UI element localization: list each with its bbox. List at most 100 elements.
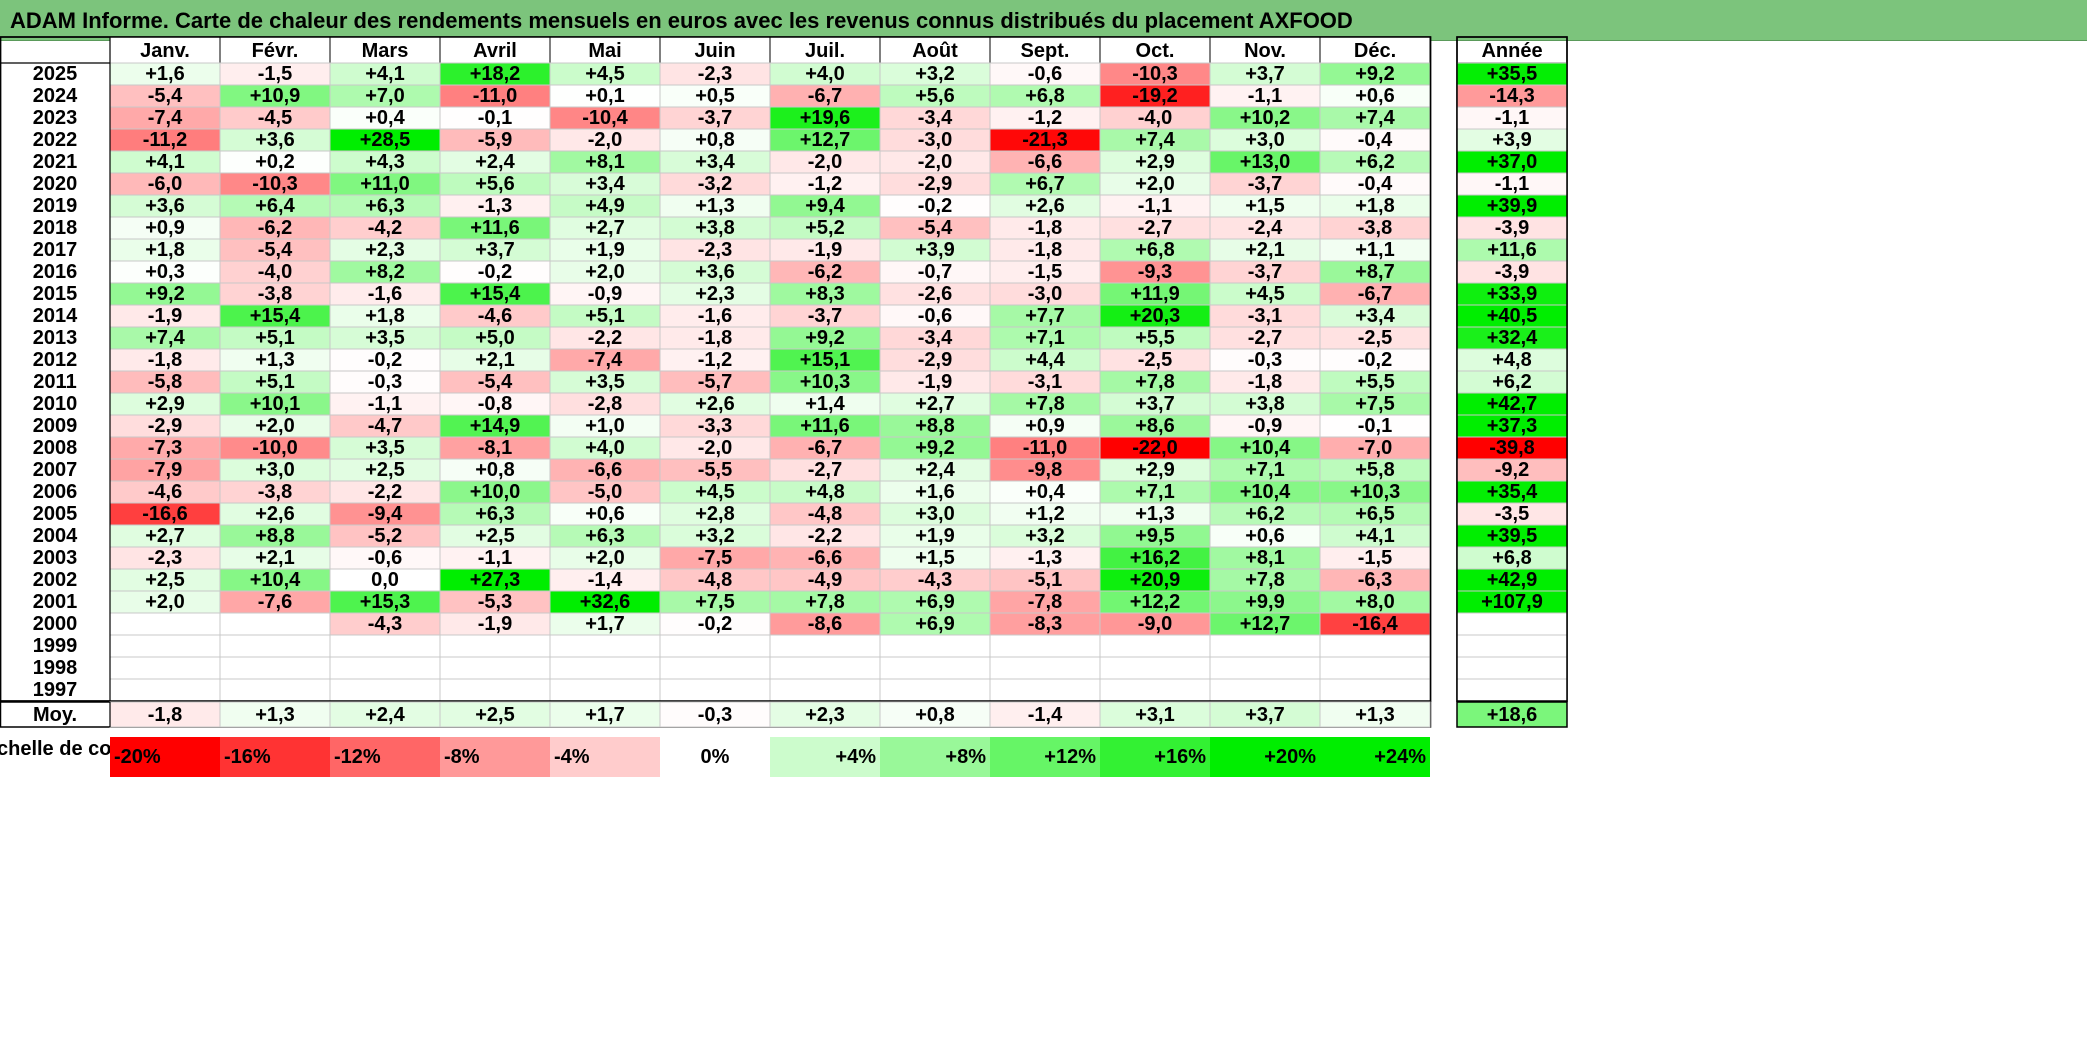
month-header: Juin bbox=[694, 40, 735, 62]
annual-cell bbox=[1456, 656, 1568, 680]
cell-value: -0,8 bbox=[478, 393, 512, 415]
cell-value: -0,7 bbox=[918, 261, 952, 283]
cell-value: +7,1 bbox=[1245, 459, 1284, 481]
cell-value: +2,1 bbox=[255, 547, 294, 569]
cell-value: +18,2 bbox=[470, 63, 521, 85]
cell-value: +4,0 bbox=[805, 63, 844, 85]
cell-value: -3,7 bbox=[1248, 261, 1282, 283]
cell-value: -0,2 bbox=[1358, 349, 1392, 371]
average-value: +3,1 bbox=[1135, 704, 1174, 726]
cell-value: +5,6 bbox=[915, 85, 954, 107]
cell-value: +8,2 bbox=[365, 261, 404, 283]
cell-value: +7,4 bbox=[1135, 129, 1175, 151]
cell-value: +2,9 bbox=[145, 393, 184, 415]
cell-value: -5,5 bbox=[698, 459, 732, 481]
cell-value: -2,5 bbox=[1358, 327, 1392, 349]
cell-value: -8,6 bbox=[808, 613, 842, 635]
month-header: Févr. bbox=[252, 40, 299, 62]
cell-value: -1,9 bbox=[478, 613, 512, 635]
cell-value: -8,1 bbox=[478, 437, 512, 459]
cell-value: +7,7 bbox=[1025, 305, 1064, 327]
cell-value: +4,1 bbox=[1355, 525, 1394, 547]
grid-frame-top bbox=[0, 36, 1432, 702]
cell-value: -3,8 bbox=[1358, 217, 1392, 239]
cell-value: -1,8 bbox=[1248, 371, 1282, 393]
scale-swatch bbox=[110, 737, 220, 777]
heatmap-cell bbox=[989, 656, 1101, 680]
annual-value: -3,9 bbox=[1495, 217, 1529, 239]
cell-value: +15,1 bbox=[800, 349, 851, 371]
title-bar: ADAM Informe. Carte de chaleur des rende… bbox=[0, 0, 2087, 41]
cell-value: +8,8 bbox=[915, 415, 954, 437]
month-header-cell bbox=[219, 36, 331, 64]
cell-value: +6,3 bbox=[365, 195, 404, 217]
cell-value: -3,0 bbox=[1028, 283, 1062, 305]
cell-value: -16,6 bbox=[142, 503, 188, 525]
cell-value: -5,1 bbox=[1028, 569, 1062, 591]
cell-value: +7,0 bbox=[365, 85, 404, 107]
year-label: 2002 bbox=[33, 569, 78, 591]
cell-value: -4,2 bbox=[368, 217, 402, 239]
month-header: Oct. bbox=[1136, 40, 1175, 62]
cell-value: -7,0 bbox=[1358, 437, 1392, 459]
cell-value: +15,4 bbox=[250, 305, 301, 327]
average-value: -1,8 bbox=[148, 704, 182, 726]
cell-value: -3,8 bbox=[258, 283, 292, 305]
cell-value: +7,8 bbox=[805, 591, 844, 613]
cell-value: -1,2 bbox=[698, 349, 732, 371]
cell-value: +5,2 bbox=[805, 217, 844, 239]
cell-value: +4,8 bbox=[805, 481, 844, 503]
cell-value: -5,0 bbox=[588, 481, 622, 503]
cell-value: +11,0 bbox=[360, 173, 410, 195]
cell-value: -2,9 bbox=[148, 415, 182, 437]
scale-swatch bbox=[770, 737, 880, 777]
cell-value: +19,6 bbox=[800, 107, 851, 129]
cell-value: -1,1 bbox=[368, 393, 402, 415]
scale-tick: 0% bbox=[701, 746, 730, 768]
cell-value: +2,6 bbox=[255, 503, 294, 525]
cell-value: -2,6 bbox=[918, 283, 952, 305]
heatmap-cell bbox=[879, 634, 991, 658]
cell-value: -3,7 bbox=[1248, 173, 1282, 195]
cell-value: +3,8 bbox=[695, 217, 734, 239]
year-label: 2010 bbox=[33, 393, 78, 415]
cell-value: -3,3 bbox=[698, 415, 732, 437]
cell-value: +8,0 bbox=[1355, 591, 1394, 613]
chart-title: ADAM Informe. Carte de chaleur des rende… bbox=[10, 8, 1353, 33]
year-label: 2006 bbox=[33, 481, 78, 503]
average-cell bbox=[219, 701, 331, 728]
cell-value: -9,4 bbox=[368, 503, 403, 525]
month-header: Nov. bbox=[1244, 40, 1286, 62]
average-value: +2,4 bbox=[365, 704, 405, 726]
cell-value: -0,6 bbox=[918, 305, 952, 327]
cell-value: -5,4 bbox=[918, 217, 953, 239]
annual-value: +107,9 bbox=[1481, 591, 1543, 613]
cell-value: +2,6 bbox=[695, 393, 734, 415]
average-value: +1,7 bbox=[585, 704, 624, 726]
cell-value: +6,3 bbox=[475, 503, 514, 525]
cell-value: +7,4 bbox=[145, 327, 185, 349]
cell-value: +0,9 bbox=[145, 217, 184, 239]
cell-value: +10,2 bbox=[1240, 107, 1291, 129]
annual-value: +37,0 bbox=[1487, 151, 1538, 173]
cell-value: -7,4 bbox=[148, 107, 183, 129]
cell-value: +1,0 bbox=[585, 415, 624, 437]
cell-value: -2,2 bbox=[808, 525, 842, 547]
cell-value: +2,7 bbox=[915, 393, 954, 415]
cell-value: -4,8 bbox=[698, 569, 732, 591]
scale-tick: +8% bbox=[945, 746, 986, 768]
cell-value: +16,2 bbox=[1130, 547, 1181, 569]
cell-value: -4,6 bbox=[148, 481, 182, 503]
cell-value: +3,5 bbox=[365, 327, 404, 349]
year-label: 1997 bbox=[33, 679, 78, 701]
year-label: 2025 bbox=[33, 63, 78, 85]
cell-value: +3,2 bbox=[915, 63, 954, 85]
cell-value: -0,6 bbox=[368, 547, 402, 569]
heatmap-cell bbox=[1319, 656, 1431, 680]
cell-value: +0,9 bbox=[1025, 415, 1064, 437]
year-label: 2018 bbox=[33, 217, 78, 239]
cell-value: +6,8 bbox=[1025, 85, 1064, 107]
annual-value: +11,6 bbox=[1487, 239, 1537, 261]
cell-value: -2,7 bbox=[1248, 327, 1282, 349]
